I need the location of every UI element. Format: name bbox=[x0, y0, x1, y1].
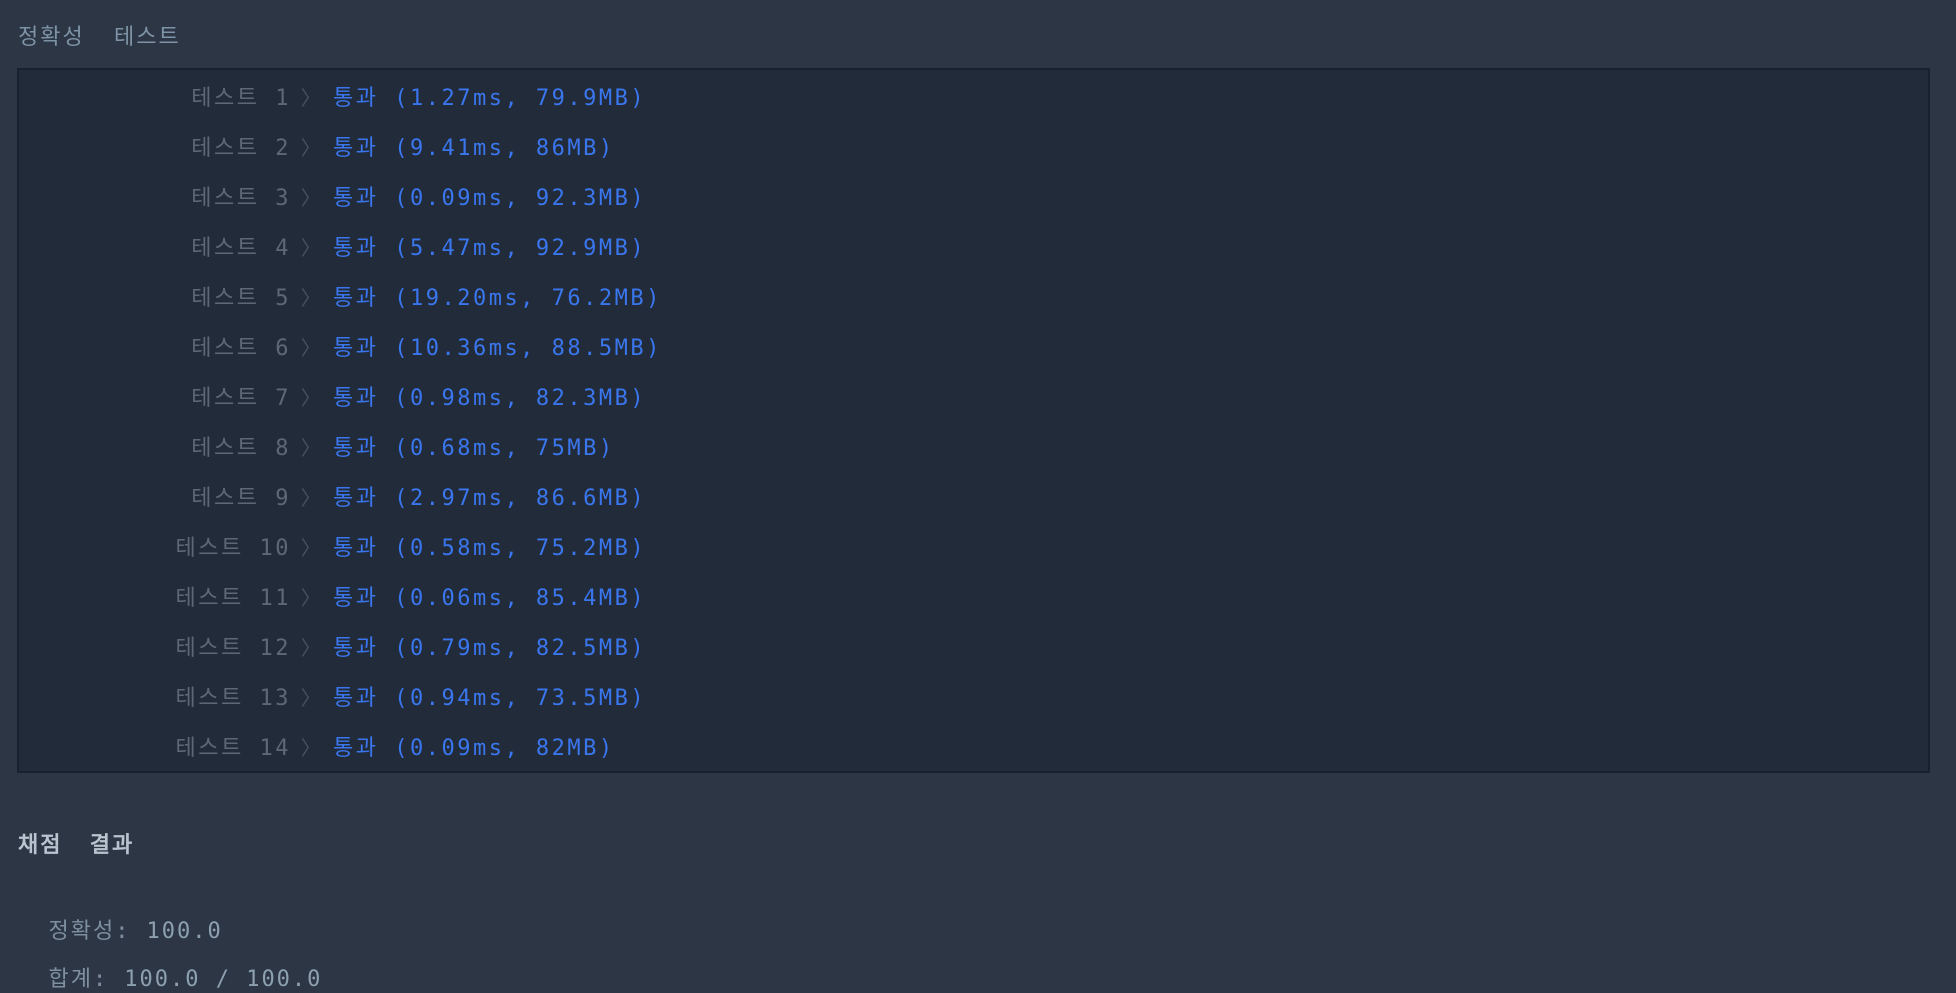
test-result: 통과 (0.98ms, 82.3MB) bbox=[333, 386, 647, 411]
test-result: 통과 (9.41ms, 86MB) bbox=[333, 136, 615, 161]
chevron-right-icon: 〉 bbox=[300, 635, 324, 660]
test-result: 통과 (0.58ms, 75.2MB) bbox=[333, 536, 647, 561]
test-label: 테스트 6 bbox=[191, 336, 291, 361]
chevron-right-icon: 〉 bbox=[300, 85, 324, 110]
test-label: 테스트 12 bbox=[175, 636, 291, 661]
chevron-right-icon: 〉 bbox=[300, 235, 324, 260]
test-result: 통과 (10.36ms, 88.5MB) bbox=[333, 336, 662, 361]
test-result: 통과 (5.47ms, 92.9MB) bbox=[333, 236, 647, 261]
test-result-row: 테스트 6 〉 통과 (10.36ms, 88.5MB) bbox=[19, 321, 1928, 371]
test-result-row: 테스트 5 〉 통과 (19.20ms, 76.2MB) bbox=[19, 271, 1928, 321]
test-result-row: 테스트 2 〉 통과 (9.41ms, 86MB) bbox=[19, 121, 1928, 171]
test-label: 테스트 14 bbox=[175, 736, 291, 761]
chevron-right-icon: 〉 bbox=[300, 485, 324, 510]
test-label: 테스트 13 bbox=[175, 686, 291, 711]
accuracy-score-row: 정확성: 100.0 bbox=[18, 888, 223, 945]
test-result-row: 테스트 9 〉 통과 (2.97ms, 86.6MB) bbox=[19, 471, 1928, 521]
chevron-right-icon: 〉 bbox=[300, 335, 324, 360]
test-result-row: 테스트 3 〉 통과 (0.09ms, 92.3MB) bbox=[19, 171, 1928, 221]
test-result-row: 테스트 12 〉 통과 (0.79ms, 82.5MB) bbox=[19, 621, 1928, 671]
test-label: 테스트 9 bbox=[191, 486, 291, 511]
test-label: 테스트 5 bbox=[191, 286, 291, 311]
test-result: 통과 (0.79ms, 82.5MB) bbox=[333, 636, 647, 661]
test-result-row: 테스트 14 〉 통과 (0.09ms, 82MB) bbox=[19, 721, 1928, 771]
chevron-right-icon: 〉 bbox=[300, 685, 324, 710]
accuracy-score-value: 100.0 bbox=[146, 919, 223, 944]
chevron-right-icon: 〉 bbox=[300, 385, 324, 410]
test-label: 테스트 8 bbox=[191, 436, 291, 461]
total-score-row: 합계: 100.0 / 100.0 bbox=[18, 936, 322, 993]
test-label: 테스트 1 bbox=[191, 86, 291, 111]
test-results-console[interactable]: 테스트 1 〉 통과 (1.27ms, 79.9MB) 테스트 2 〉 통과 (… bbox=[17, 68, 1930, 773]
test-result: 통과 (0.09ms, 82MB) bbox=[333, 736, 615, 761]
chevron-right-icon: 〉 bbox=[300, 285, 324, 310]
test-result-row: 테스트 7 〉 통과 (0.98ms, 82.3MB) bbox=[19, 371, 1928, 421]
test-result: 통과 (0.68ms, 75MB) bbox=[333, 436, 615, 461]
test-label: 테스트 4 bbox=[191, 236, 291, 261]
chevron-right-icon: 〉 bbox=[300, 535, 324, 560]
test-label: 테스트 3 bbox=[191, 186, 291, 211]
test-label: 테스트 2 bbox=[191, 136, 291, 161]
test-result-row: 테스트 10 〉 통과 (0.58ms, 75.2MB) bbox=[19, 521, 1928, 571]
total-score-value: 100.0 / 100.0 bbox=[124, 967, 323, 992]
test-result-row: 테스트 4 〉 통과 (5.47ms, 92.9MB) bbox=[19, 221, 1928, 271]
chevron-right-icon: 〉 bbox=[300, 435, 324, 460]
test-result-row: 테스트 11 〉 통과 (0.06ms, 85.4MB) bbox=[19, 571, 1928, 621]
test-result: 통과 (19.20ms, 76.2MB) bbox=[333, 286, 662, 311]
test-result: 통과 (1.27ms, 79.9MB) bbox=[333, 86, 647, 111]
test-label: 테스트 10 bbox=[175, 536, 291, 561]
accuracy-test-heading: 정확성 테스트 bbox=[18, 25, 181, 50]
test-result-row: 테스트 8 〉 통과 (0.68ms, 75MB) bbox=[19, 421, 1928, 471]
grading-result-heading: 채점 결과 bbox=[18, 833, 135, 858]
chevron-right-icon: 〉 bbox=[300, 135, 324, 160]
test-result-row: 테스트 13 〉 통과 (0.94ms, 73.5MB) bbox=[19, 671, 1928, 721]
chevron-right-icon: 〉 bbox=[300, 185, 324, 210]
test-label: 테스트 7 bbox=[191, 386, 291, 411]
chevron-right-icon: 〉 bbox=[300, 585, 324, 610]
test-label: 테스트 11 bbox=[175, 586, 291, 611]
test-result: 통과 (0.94ms, 73.5MB) bbox=[333, 686, 647, 711]
test-result: 통과 (0.06ms, 85.4MB) bbox=[333, 586, 647, 611]
total-score-label: 합계: bbox=[48, 967, 109, 992]
test-result-row: 테스트 1 〉 통과 (1.27ms, 79.9MB) bbox=[19, 71, 1928, 121]
test-result: 통과 (0.09ms, 92.3MB) bbox=[333, 186, 647, 211]
test-result: 통과 (2.97ms, 86.6MB) bbox=[333, 486, 647, 511]
accuracy-score-label: 정확성: bbox=[48, 919, 131, 944]
chevron-right-icon: 〉 bbox=[300, 735, 324, 760]
